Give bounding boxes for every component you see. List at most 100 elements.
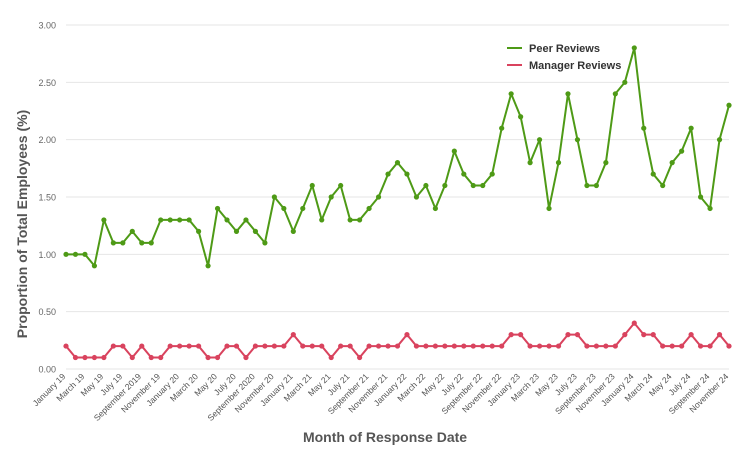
manager-reviews-point	[205, 354, 211, 361]
peer-reviews-point	[527, 160, 533, 166]
peer-reviews-point	[262, 240, 268, 246]
manager-reviews-point	[281, 343, 287, 349]
manager-reviews-point	[461, 343, 467, 349]
y-tick-label: 3.00	[38, 21, 56, 31]
peer-reviews-point	[660, 182, 666, 189]
manager-reviews-point	[413, 343, 420, 349]
manager-reviews-point	[224, 343, 230, 349]
manager-reviews-point	[271, 343, 277, 349]
peer-reviews-point	[214, 205, 221, 212]
manager-reviews-point	[480, 343, 486, 349]
manager-reviews-point	[603, 343, 609, 349]
manager-reviews-point	[91, 354, 98, 361]
peer-reviews-point	[650, 171, 656, 177]
manager-reviews-point	[489, 343, 495, 349]
peer-reviews-point	[451, 148, 457, 154]
peer-reviews-point	[593, 182, 600, 189]
y-tick-label: 0.50	[38, 307, 56, 317]
peer-reviews-point	[518, 114, 524, 120]
y-axis-title: Proportion of Total Employees (%)	[14, 110, 30, 338]
manager-reviews-point	[555, 343, 562, 349]
manager-reviews-point	[442, 343, 448, 349]
peer-reviews-line	[66, 46, 730, 267]
manager-reviews-point	[669, 343, 675, 349]
manager-reviews-point	[432, 343, 438, 349]
manager-reviews-point	[63, 343, 69, 349]
manager-reviews-point	[290, 332, 296, 338]
peer-reviews-point	[338, 182, 344, 189]
peer-reviews-point	[347, 217, 353, 223]
peer-reviews-point	[101, 217, 107, 223]
peer-reviews-point	[404, 171, 410, 177]
manager-reviews-point	[508, 332, 514, 338]
manager-reviews-point	[252, 343, 259, 349]
manager-reviews-line	[65, 322, 730, 359]
manager-reviews-point	[394, 343, 401, 349]
manager-reviews-point	[536, 343, 543, 349]
peer-reviews-point	[423, 182, 429, 189]
peer-reviews-point	[442, 182, 448, 189]
manager-reviews-point	[196, 343, 202, 349]
manager-reviews-point	[300, 343, 306, 349]
peer-reviews-point	[375, 194, 382, 200]
manager-reviews-point	[110, 343, 116, 349]
manager-reviews-point	[167, 343, 173, 349]
manager-reviews-point	[660, 343, 666, 349]
peer-reviews-point	[290, 228, 296, 234]
y-tick-label: 2.00	[38, 135, 56, 145]
peer-reviews-point	[574, 137, 581, 143]
manager-reviews-point	[357, 354, 363, 361]
manager-reviews-point	[631, 320, 637, 326]
peer-reviews-point	[584, 182, 590, 189]
peer-reviews-point	[357, 217, 363, 223]
peer-reviews-point	[669, 160, 675, 166]
manager-reviews-point	[139, 343, 145, 349]
manager-reviews-point	[148, 354, 154, 361]
peer-reviews-point	[167, 217, 173, 223]
manager-reviews-point	[641, 332, 647, 338]
peer-reviews-point	[631, 45, 637, 51]
manager-reviews-point	[404, 332, 410, 338]
manager-reviews-series	[63, 320, 732, 361]
peer-reviews-point	[697, 194, 704, 200]
manager-reviews-point	[338, 343, 344, 349]
manager-reviews-point	[650, 332, 656, 338]
peer-reviews-point	[366, 205, 372, 212]
peer-reviews-point	[641, 125, 647, 131]
peer-reviews-point	[508, 91, 514, 97]
manager-reviews-point	[243, 354, 249, 361]
manager-reviews-point	[612, 343, 618, 349]
manager-reviews-point	[101, 354, 107, 361]
manager-reviews-point	[158, 354, 164, 361]
peer-reviews-point	[72, 251, 79, 257]
y-tick-label: 1.00	[38, 250, 56, 260]
peer-reviews-point	[224, 217, 230, 223]
peer-reviews-point	[271, 194, 277, 200]
peer-reviews-point	[196, 228, 202, 234]
peer-reviews-point	[110, 240, 116, 246]
peer-reviews-point	[603, 160, 609, 166]
peer-reviews-point	[489, 171, 495, 177]
manager-reviews-point	[328, 354, 334, 361]
peer-reviews-point	[177, 217, 183, 223]
manager-reviews-point	[574, 332, 581, 338]
peer-reviews-point	[546, 205, 552, 212]
peer-reviews-point	[726, 102, 732, 108]
manager-reviews-point	[499, 343, 505, 349]
peer-reviews-point	[470, 182, 476, 189]
peer-reviews-point	[129, 228, 135, 234]
manager-reviews-point	[716, 332, 723, 338]
manager-reviews-point	[319, 343, 325, 349]
peer-reviews-point	[612, 91, 618, 97]
manager-reviews-point	[309, 343, 315, 349]
peer-reviews-point	[186, 217, 192, 223]
manager-reviews-point	[584, 343, 590, 349]
manager-reviews-point	[366, 343, 372, 349]
manager-reviews-point	[546, 343, 552, 349]
peer-reviews-point	[716, 137, 723, 143]
manager-reviews-point	[375, 343, 382, 349]
manager-reviews-point	[622, 332, 628, 338]
peer-reviews-point	[555, 160, 562, 166]
